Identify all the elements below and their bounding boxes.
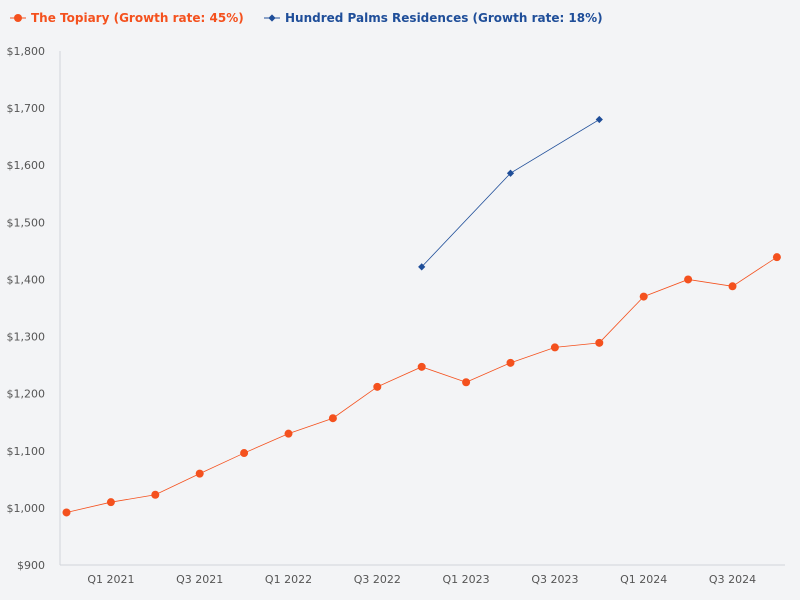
series-line — [66, 256, 778, 513]
y-tick-label: $1,300 — [7, 331, 46, 344]
data-point — [62, 508, 71, 517]
y-tick-label: $1,000 — [7, 502, 46, 515]
y-tick-label: $900 — [17, 559, 45, 572]
data-point — [506, 358, 515, 367]
data-point — [772, 253, 781, 262]
data-point — [284, 429, 293, 438]
legend-marker — [268, 14, 276, 22]
data-point — [639, 292, 648, 301]
legend-marker — [14, 14, 22, 22]
data-point — [417, 362, 426, 371]
legend-item: Hundred Palms Residences (Growth rate: 1… — [264, 11, 603, 25]
data-point — [373, 382, 382, 391]
data-point — [106, 498, 115, 507]
y-tick-label: $1,100 — [7, 445, 46, 458]
y-tick-label: $1,500 — [7, 216, 46, 229]
y-tick-label: $1,200 — [7, 388, 46, 401]
data-point — [328, 414, 337, 423]
x-tick-label: Q1 2024 — [620, 573, 667, 586]
data-point — [462, 378, 471, 387]
data-point — [595, 115, 603, 124]
x-tick-label: Q1 2022 — [265, 573, 312, 586]
chart-legend: The Topiary (Growth rate: 45%) Hundred Pa… — [10, 11, 603, 25]
data-point — [240, 449, 249, 458]
data-point — [550, 343, 559, 352]
x-axis: Q1 2021 Q3 2021 Q1 2022 Q3 2022 Q1 2023 Q3 20… — [60, 564, 785, 586]
series-1 — [62, 253, 781, 517]
legend-label: The Topiary (Growth rate: 45%) — [31, 11, 244, 25]
x-tick-label: Q3 2024 — [709, 573, 756, 586]
y-tick-label: $1,400 — [7, 273, 46, 286]
data-point — [151, 490, 160, 499]
y-tick-label: $1,700 — [7, 102, 46, 115]
data-point — [506, 169, 515, 177]
y-tick-label: $1,600 — [7, 159, 46, 172]
data-point — [195, 469, 204, 478]
y-axis: $900 $1,000 $1,100 $1,200 $1,300 $1,400 $1,500… — [7, 45, 61, 572]
x-tick-label: Q1 2023 — [443, 573, 490, 586]
data-point — [684, 275, 693, 284]
x-tick-label: Q1 2021 — [87, 573, 134, 586]
series-layer — [62, 115, 781, 517]
x-tick-label: Q3 2022 — [354, 573, 401, 586]
series-line — [421, 119, 600, 268]
y-tick-label: $1,800 — [7, 45, 46, 58]
series-2 — [418, 115, 603, 271]
data-point — [418, 263, 426, 271]
data-point — [595, 338, 604, 347]
x-tick-label: Q3 2021 — [176, 573, 223, 586]
x-tick-label: Q3 2023 — [531, 573, 578, 586]
legend-label: Hundred Palms Residences (Growth rate: 1… — [285, 11, 603, 25]
data-point — [728, 282, 737, 291]
legend-item: The Topiary (Growth rate: 45%) — [10, 11, 244, 25]
